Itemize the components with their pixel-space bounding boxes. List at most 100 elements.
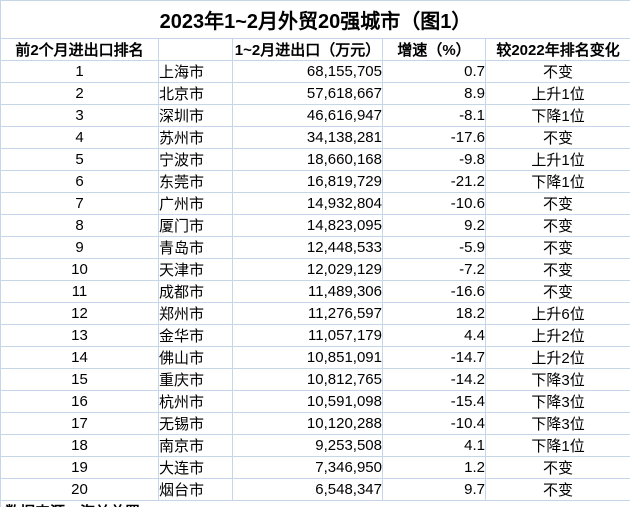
rank-cell: 8 (0, 214, 159, 237)
change-cell: 上升2位 (484, 346, 630, 369)
amount-cell: 6,548,347 (232, 478, 383, 501)
amount-cell: 11,057,179 (232, 324, 383, 347)
rank-cell: 19 (0, 456, 159, 479)
rank-cell: 18 (0, 434, 159, 457)
rank-cell: 3 (0, 104, 159, 127)
column-header-growth: 增速（%） (382, 38, 486, 61)
change-cell: 上升6位 (484, 302, 630, 325)
column-header-rank: 前2个月进出口排名 (0, 38, 159, 61)
footer-row: 数据来源：海关总署 (0, 500, 630, 507)
data-source-note: 数据来源：海关总署 (0, 500, 630, 507)
table-row: 11 成都市 11,489,306 -16.6 不变 (0, 280, 630, 303)
rank-cell: 1 (0, 60, 159, 83)
amount-cell: 68,155,705 (232, 60, 383, 83)
change-cell: 下降3位 (484, 368, 630, 391)
table-row: 6 东莞市 16,819,729 -21.2 下降1位 (0, 170, 630, 193)
city-cell: 天津市 (158, 258, 233, 281)
change-cell: 不变 (484, 280, 630, 303)
growth-cell: 9.7 (382, 478, 486, 501)
growth-cell: 9.2 (382, 214, 486, 237)
city-cell: 苏州市 (158, 126, 233, 149)
city-cell: 上海市 (158, 60, 233, 83)
table-row: 5 宁波市 18,660,168 -9.8 上升1位 (0, 148, 630, 171)
growth-cell: -15.4 (382, 390, 486, 413)
city-cell: 无锡市 (158, 412, 233, 435)
rank-cell: 13 (0, 324, 159, 347)
rank-cell: 12 (0, 302, 159, 325)
city-cell: 大连市 (158, 456, 233, 479)
amount-cell: 14,932,804 (232, 192, 383, 215)
growth-cell: -10.4 (382, 412, 486, 435)
amount-cell: 9,253,508 (232, 434, 383, 457)
change-cell: 不变 (484, 478, 630, 501)
rank-cell: 17 (0, 412, 159, 435)
amount-cell: 57,618,667 (232, 82, 383, 105)
table-row: 18 南京市 9,253,508 4.1 下降1位 (0, 434, 630, 457)
growth-cell: -7.2 (382, 258, 486, 281)
table-row: 7 广州市 14,932,804 -10.6 不变 (0, 192, 630, 215)
growth-cell: -14.7 (382, 346, 486, 369)
change-cell: 下降3位 (484, 390, 630, 413)
change-cell: 上升2位 (484, 324, 630, 347)
change-cell: 下降1位 (484, 434, 630, 457)
amount-cell: 12,029,129 (232, 258, 383, 281)
change-cell: 不变 (484, 126, 630, 149)
growth-cell: -21.2 (382, 170, 486, 193)
title-row: 2023年1~2月外贸20强城市（图1） (0, 0, 630, 39)
amount-cell: 10,851,091 (232, 346, 383, 369)
change-cell: 不变 (484, 236, 630, 259)
table-row: 15 重庆市 10,812,765 -14.2 下降3位 (0, 368, 630, 391)
column-header-city (158, 38, 233, 61)
change-cell: 上升1位 (484, 148, 630, 171)
city-cell: 金华市 (158, 324, 233, 347)
city-cell: 广州市 (158, 192, 233, 215)
table-row: 4 苏州市 34,138,281 -17.6 不变 (0, 126, 630, 149)
rank-cell: 5 (0, 148, 159, 171)
table-row: 2 北京市 57,618,667 8.9 上升1位 (0, 82, 630, 105)
table-row: 8 厦门市 14,823,095 9.2 不变 (0, 214, 630, 237)
column-header-amount: 1~2月进出口（万元） (232, 38, 383, 61)
change-cell: 下降1位 (484, 104, 630, 127)
rank-cell: 4 (0, 126, 159, 149)
table-row: 19 大连市 7,346,950 1.2 不变 (0, 456, 630, 479)
growth-cell: -14.2 (382, 368, 486, 391)
table-row: 17 无锡市 10,120,288 -10.4 下降3位 (0, 412, 630, 435)
table-row: 1 上海市 68,155,705 0.7 不变 (0, 60, 630, 83)
table-row: 12 郑州市 11,276,597 18.2 上升6位 (0, 302, 630, 325)
rank-cell: 14 (0, 346, 159, 369)
change-cell: 不变 (484, 214, 630, 237)
table-row: 20 烟台市 6,548,347 9.7 不变 (0, 478, 630, 501)
city-cell: 成都市 (158, 280, 233, 303)
growth-cell: -17.6 (382, 126, 486, 149)
amount-cell: 10,591,098 (232, 390, 383, 413)
city-cell: 东莞市 (158, 170, 233, 193)
growth-cell: 18.2 (382, 302, 486, 325)
table-row: 13 金华市 11,057,179 4.4 上升2位 (0, 324, 630, 347)
change-cell: 下降3位 (484, 412, 630, 435)
city-cell: 南京市 (158, 434, 233, 457)
city-cell: 郑州市 (158, 302, 233, 325)
table-row: 10 天津市 12,029,129 -7.2 不变 (0, 258, 630, 281)
growth-cell: -8.1 (382, 104, 486, 127)
change-cell: 不变 (484, 258, 630, 281)
table-row: 14 佛山市 10,851,091 -14.7 上升2位 (0, 346, 630, 369)
amount-cell: 16,819,729 (232, 170, 383, 193)
rank-cell: 9 (0, 236, 159, 259)
page-title: 2023年1~2月外贸20强城市（图1） (0, 0, 630, 39)
amount-cell: 7,346,950 (232, 456, 383, 479)
change-cell: 不变 (484, 456, 630, 479)
amount-cell: 12,448,533 (232, 236, 383, 259)
growth-cell: -16.6 (382, 280, 486, 303)
rank-cell: 11 (0, 280, 159, 303)
change-cell: 不变 (484, 192, 630, 215)
city-cell: 重庆市 (158, 368, 233, 391)
rank-cell: 20 (0, 478, 159, 501)
city-cell: 宁波市 (158, 148, 233, 171)
rank-cell: 6 (0, 170, 159, 193)
change-cell: 上升1位 (484, 82, 630, 105)
table-body: 1 上海市 68,155,705 0.7 不变 2 北京市 57,618,667… (0, 60, 630, 501)
amount-cell: 18,660,168 (232, 148, 383, 171)
city-cell: 佛山市 (158, 346, 233, 369)
